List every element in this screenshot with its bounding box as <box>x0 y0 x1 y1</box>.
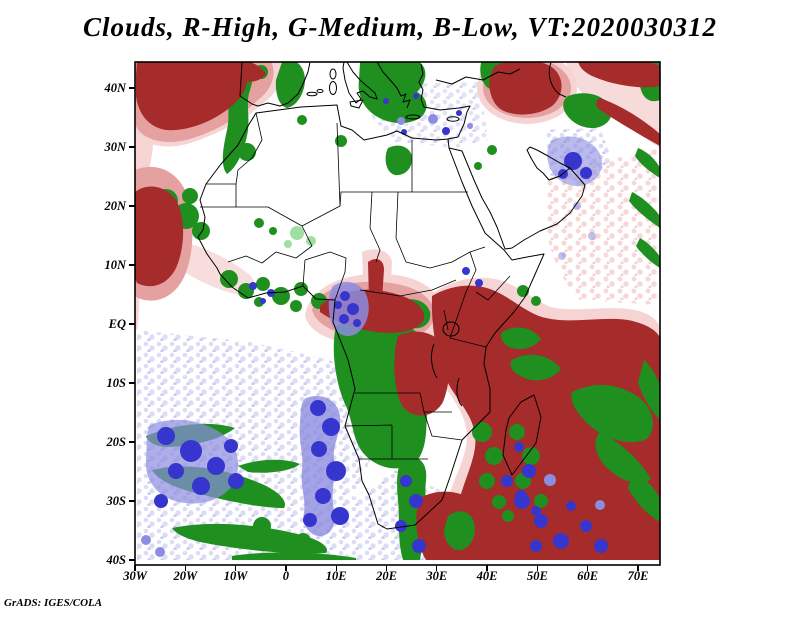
credit-text: GrADS: IGES/COLA <box>4 597 103 609</box>
lat-tickmark <box>129 87 135 89</box>
lon-tick-label: 10E <box>325 569 347 583</box>
lon-tick-label: 60E <box>577 569 599 583</box>
lon-tick-label: 0 <box>282 569 290 583</box>
lat-tick-label: 20N <box>104 199 126 213</box>
cloud-low-regions <box>141 93 608 557</box>
lon-tickmark <box>285 565 287 571</box>
lon-tick-label: 70E <box>627 569 649 583</box>
lon-tick-label: 30W <box>123 569 147 583</box>
lat-tickmark <box>129 382 135 384</box>
lon-tickmark <box>436 565 438 571</box>
lat-tick-label: EQ <box>108 317 126 331</box>
lat-tick-label: 20S <box>106 435 126 449</box>
plot-title: Clouds, R-High, G-Medium, B-Low, VT:2020… <box>82 12 718 42</box>
cloud-high-regions <box>135 62 660 560</box>
lon-tickmark <box>536 565 539 571</box>
lat-tickmark <box>129 146 135 148</box>
lat-tickmark <box>129 264 135 266</box>
lon-tick-label: 10W <box>223 569 248 583</box>
coastlines <box>197 62 586 530</box>
lat-tickmark <box>129 205 135 207</box>
lon-tick-label: 40E <box>476 569 498 583</box>
lat-tickmark <box>129 441 135 443</box>
lat-tickmark <box>129 500 135 502</box>
lon-tickmark <box>587 565 589 571</box>
lat-tick-label: 40S <box>106 553 126 567</box>
lon-tickmark <box>184 565 186 571</box>
lon-tick-label: 30E <box>426 569 448 583</box>
lon-tick-label: 20W <box>173 569 198 583</box>
cloud-medium-overlay-regions <box>444 327 660 551</box>
lon-tickmark <box>637 565 639 571</box>
lat-tick-label: 10S <box>106 376 126 390</box>
lat-tickmark <box>129 559 135 561</box>
lat-tick-label: 30N <box>104 140 126 154</box>
lon-tick-label: 20E <box>376 569 397 583</box>
lon-tickmark <box>335 565 337 571</box>
lon-tick-label: 50E <box>526 569 548 583</box>
lon-tickmark <box>234 565 237 571</box>
lat-tickmark <box>129 323 135 325</box>
lat-tick-label: 30S <box>106 494 126 508</box>
cloud-field <box>135 62 660 560</box>
country-borders <box>200 112 511 460</box>
lat-tick-label: 40N <box>104 81 126 95</box>
lon-tickmark <box>385 565 388 571</box>
lon-tickmark <box>486 565 488 571</box>
map-frame <box>134 61 661 566</box>
lat-tick-label: 10N <box>104 258 126 272</box>
lon-tickmark <box>134 565 136 571</box>
